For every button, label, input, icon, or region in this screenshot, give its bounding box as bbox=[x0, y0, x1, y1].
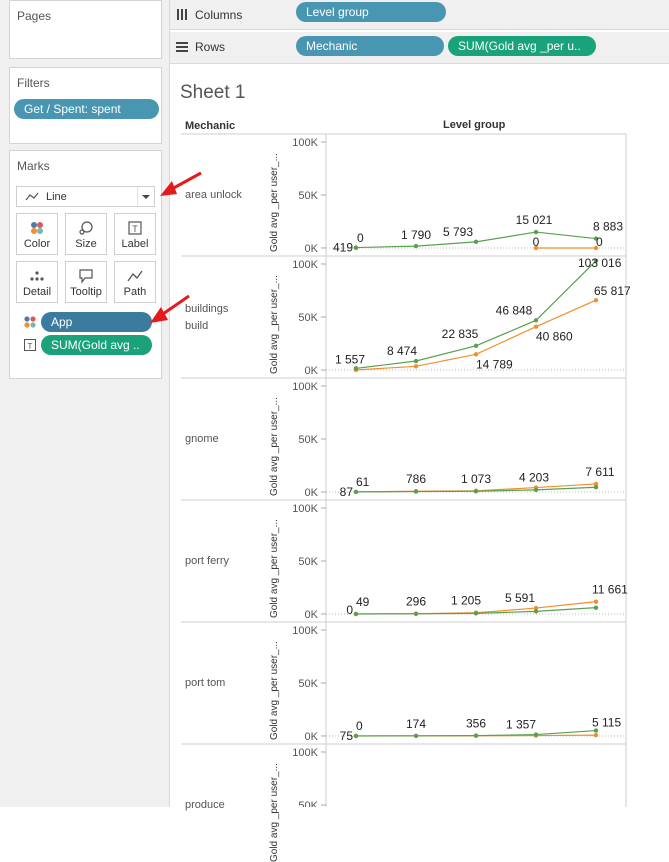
mechanic-label: area unlock bbox=[185, 189, 242, 201]
y-axis-title: Gold avg _per user_... bbox=[269, 641, 280, 740]
mark-type-label: Line bbox=[46, 191, 67, 203]
size-icon bbox=[79, 221, 93, 235]
tooltip-icon bbox=[79, 269, 93, 284]
mark-size-label: Size bbox=[75, 238, 97, 250]
columns-pill-level-group[interactable]: Level group bbox=[296, 2, 446, 22]
color-dots-icon bbox=[31, 222, 43, 234]
svg-text:T: T bbox=[132, 224, 138, 234]
line-mark-icon bbox=[25, 192, 39, 201]
mark-path-button[interactable]: Path bbox=[114, 261, 156, 303]
columns-icon bbox=[177, 9, 187, 20]
y-axis-title: Gold avg _per user_... bbox=[269, 153, 280, 252]
mark-color-label: Color bbox=[23, 238, 51, 250]
mark-label-button[interactable]: T Label bbox=[114, 213, 156, 255]
annotation-arrows bbox=[150, 171, 202, 323]
worksheet: Sheet 1 Mechanic Level group bbox=[170, 66, 669, 807]
row-header-mechanic: Mechanic bbox=[185, 120, 236, 132]
column-header-level-group: Level group bbox=[443, 119, 506, 131]
mark-tooltip-label: Tooltip bbox=[70, 286, 102, 298]
mark-detail-label: Detail bbox=[22, 286, 52, 298]
y-axis-title: Gold avg _per user_... bbox=[269, 519, 280, 618]
filter-pill-get-spent[interactable]: Get / Spent: spent bbox=[14, 99, 159, 119]
y-axis-title: Gold avg _per user_... bbox=[269, 397, 280, 496]
label-icon: T bbox=[128, 221, 142, 235]
y-axis-title: Gold avg _per user_... bbox=[269, 275, 280, 374]
mechanic-label: produce bbox=[185, 799, 225, 811]
filters-card[interactable]: Filters Get / Spent: spent bbox=[9, 67, 162, 144]
marks-field-app[interactable]: App bbox=[41, 312, 152, 332]
mark-size-button[interactable]: Size bbox=[65, 213, 107, 255]
left-panel: Pages Filters Get / Spent: spent Marks L… bbox=[0, 0, 170, 807]
mark-color-button[interactable]: Color bbox=[16, 213, 58, 255]
mechanic-label: buildings build bbox=[185, 303, 229, 332]
rows-shelf[interactable]: Rows Mechanic SUM(Gold avg _per u.. bbox=[170, 32, 669, 64]
rows-label: Rows bbox=[195, 40, 226, 54]
svg-text:T: T bbox=[28, 342, 33, 351]
detail-icon bbox=[30, 271, 44, 281]
red-arrow-icon bbox=[160, 171, 202, 196]
mark-detail-button[interactable]: Detail bbox=[16, 261, 58, 303]
columns-label: Columns bbox=[195, 8, 243, 22]
mechanic-label: port tom bbox=[185, 677, 226, 689]
mark-path-label: Path bbox=[123, 286, 147, 298]
rows-icon bbox=[176, 42, 188, 52]
filters-title: Filters bbox=[17, 76, 50, 90]
marks-title: Marks bbox=[17, 159, 50, 173]
red-arrow-icon bbox=[150, 294, 190, 323]
label-icon: T bbox=[24, 339, 36, 351]
mechanic-label: gnome bbox=[185, 433, 219, 445]
y-axis-title: Gold avg _per user_... bbox=[269, 763, 280, 862]
columns-shelf[interactable]: Columns Level group bbox=[170, 0, 669, 30]
pages-title: Pages bbox=[17, 9, 52, 23]
caret-down-icon bbox=[142, 195, 150, 199]
marks-field-sum-gold[interactable]: SUM(Gold avg .. bbox=[41, 335, 152, 355]
pages-card[interactable]: Pages bbox=[9, 0, 162, 59]
dropdown-button[interactable] bbox=[137, 187, 154, 206]
path-icon bbox=[127, 270, 143, 282]
marks-card: Marks Line Color Size bbox=[9, 150, 162, 379]
mark-tooltip-button[interactable]: Tooltip bbox=[65, 261, 107, 303]
mechanic-label: port ferry bbox=[185, 555, 230, 567]
rows-pill-mechanic[interactable]: Mechanic bbox=[296, 36, 444, 56]
color-dots-icon bbox=[24, 316, 36, 328]
mark-label-label: Label bbox=[121, 238, 149, 250]
sheet-title: Sheet 1 bbox=[180, 82, 246, 103]
mark-type-dropdown[interactable]: Line bbox=[16, 186, 155, 207]
rows-pill-sum-gold[interactable]: SUM(Gold avg _per u.. bbox=[448, 36, 596, 56]
